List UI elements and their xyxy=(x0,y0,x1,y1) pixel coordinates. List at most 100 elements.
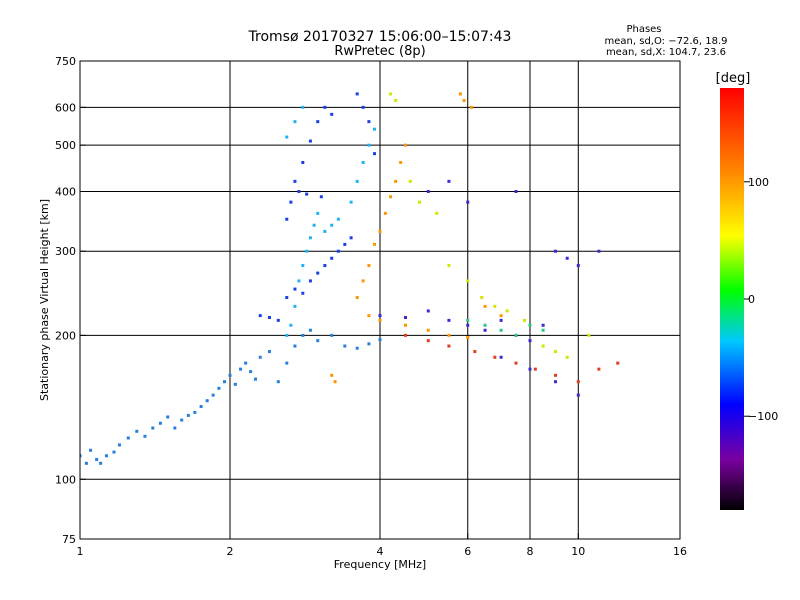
data-point xyxy=(89,448,93,452)
data-point xyxy=(403,323,407,327)
data-point xyxy=(323,229,327,233)
data-point xyxy=(426,309,430,313)
scatter-series xyxy=(285,105,377,337)
data-point xyxy=(447,179,451,183)
data-point xyxy=(361,279,365,283)
data-point xyxy=(289,200,293,204)
data-point xyxy=(158,421,162,425)
data-point xyxy=(367,342,371,346)
data-point xyxy=(469,105,473,109)
data-point xyxy=(576,264,580,268)
data-point xyxy=(528,339,532,343)
data-point xyxy=(95,457,99,461)
phases-mean-o: mean, sd,O: −72.6, 18.9 xyxy=(605,36,728,47)
data-point xyxy=(394,179,398,183)
data-point xyxy=(173,426,177,430)
data-point xyxy=(403,143,407,147)
data-point xyxy=(480,296,484,300)
data-point xyxy=(553,249,557,253)
data-point xyxy=(597,249,601,253)
data-point xyxy=(394,99,398,103)
data-point xyxy=(151,426,155,430)
data-point xyxy=(308,279,312,283)
colorbar xyxy=(720,88,744,510)
y-tick-label: 750 xyxy=(55,55,76,68)
data-point xyxy=(565,256,569,260)
phases-box-title: Phases xyxy=(626,24,661,35)
scatter-series xyxy=(378,179,601,397)
data-point xyxy=(253,377,257,381)
data-point xyxy=(541,328,545,332)
data-point xyxy=(305,249,309,253)
data-point xyxy=(383,211,387,215)
data-point xyxy=(323,264,327,268)
data-point xyxy=(426,328,430,332)
y-axis-ticks: 75 100 200 300 400 500 600 750 xyxy=(55,55,86,546)
data-point xyxy=(483,304,487,308)
data-point xyxy=(435,211,439,215)
data-point xyxy=(316,271,320,275)
data-point xyxy=(616,361,620,365)
colorbar-label: [deg] xyxy=(716,71,751,86)
data-point xyxy=(166,415,170,419)
plot-grid xyxy=(80,61,680,539)
data-point xyxy=(336,249,340,253)
data-point xyxy=(361,105,365,109)
data-point xyxy=(378,338,382,342)
data-point xyxy=(297,279,301,283)
data-point xyxy=(389,92,393,96)
data-point xyxy=(293,344,297,348)
data-point xyxy=(499,314,503,318)
data-point xyxy=(565,355,569,359)
data-point xyxy=(301,160,305,164)
data-point xyxy=(378,229,382,233)
data-point xyxy=(399,160,403,164)
data-point xyxy=(447,344,451,348)
data-point xyxy=(117,443,121,447)
x-axis-label: Frequency [MHz] xyxy=(334,558,426,571)
data-point xyxy=(217,386,221,390)
data-point xyxy=(199,404,203,408)
data-point xyxy=(143,434,147,438)
data-point xyxy=(361,160,365,164)
chart-subtitle: RwPretec (8p) xyxy=(334,44,425,59)
data-point xyxy=(514,189,518,193)
y-tick-label: 400 xyxy=(55,185,76,198)
data-point xyxy=(301,291,305,295)
data-point xyxy=(233,382,237,386)
x-tick-label: 2 xyxy=(227,545,234,558)
x-tick-label: 4 xyxy=(377,545,384,558)
data-point xyxy=(267,315,271,319)
data-point xyxy=(466,323,470,327)
data-point xyxy=(349,200,353,204)
data-point xyxy=(258,314,262,318)
phases-mean-x: mean, sd,X: 104.7, 23.6 xyxy=(606,47,726,58)
data-point xyxy=(301,105,305,109)
data-point xyxy=(499,355,503,359)
x-tick-label: 10 xyxy=(571,545,585,558)
data-point xyxy=(80,454,82,458)
data-point xyxy=(499,318,503,322)
colorbar-tick-label: 100 xyxy=(748,176,769,189)
data-point xyxy=(308,328,312,332)
data-point xyxy=(466,200,470,204)
data-point xyxy=(493,355,497,359)
data-point xyxy=(249,370,253,374)
scatter-series xyxy=(258,92,377,322)
data-point xyxy=(473,350,477,354)
data-point xyxy=(285,217,289,221)
y-tick-label: 75 xyxy=(62,533,76,546)
y-tick-label: 600 xyxy=(55,101,76,114)
data-point xyxy=(330,223,334,227)
data-point xyxy=(135,429,139,433)
data-point xyxy=(378,314,382,318)
data-point xyxy=(373,152,377,156)
data-point xyxy=(587,333,591,337)
data-point xyxy=(466,318,470,322)
scatter-series xyxy=(389,92,591,359)
data-point xyxy=(349,236,353,240)
data-point xyxy=(466,335,470,339)
data-point xyxy=(293,304,297,308)
data-point xyxy=(417,200,421,204)
data-point xyxy=(355,296,359,300)
